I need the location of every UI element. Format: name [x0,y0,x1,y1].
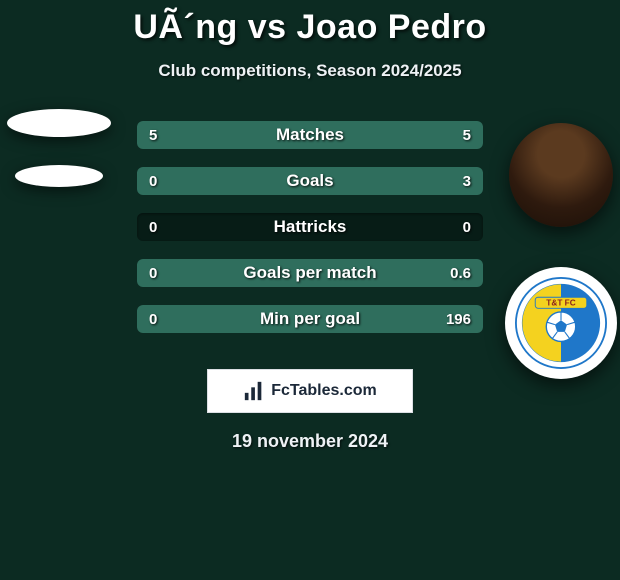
footer-logo-card: FcTables.com [207,369,413,413]
footer-logo-text: FcTables.com [271,382,377,400]
stat-left-value: 0 [149,213,157,241]
stat-left-value: 0 [149,305,157,333]
stat-bar-track: Goals per match0 0.6 [137,259,483,287]
stat-label: Goals per match [137,259,483,287]
left-player-avatar-placeholder [7,109,111,137]
comparison-card: UÃ´ng vs Joao Pedro Club competitions, S… [0,0,620,580]
stat-right-value: 0 [463,213,471,241]
stat-bar-track: Min per goal0 196 [137,305,483,333]
stat-right-value: 3 [463,167,471,195]
stat-row-goals: Goals0 3 [137,167,483,195]
right-player-avatar [509,123,613,227]
page-title: UÃ´ng vs Joao Pedro [0,0,620,47]
crest-badge-text: T&T FC [546,299,575,308]
crest-icon: T&T FC [515,277,607,369]
stat-bar-track: Goals0 3 [137,167,483,195]
stat-row-goals-per-match: Goals per match0 0.6 [137,259,483,287]
stat-bars: Matches55Goals03Hattricks00Goals per mat… [137,121,483,333]
right-player-column: T&T FC [506,109,616,379]
subtitle: Club competitions, Season 2024/2025 [0,61,620,81]
stat-left-value: 0 [149,167,157,195]
left-team-crest-placeholder [15,165,103,187]
stat-left-value: 0 [149,259,157,287]
stat-row-matches: Matches5 5 [137,121,483,149]
stat-label: Hattricks [137,213,483,241]
stat-row-hattricks: Hattricks0 0 [137,213,483,241]
stat-label: Min per goal [137,305,483,333]
stats-stage: T&T FC Matches55Goals03Hattricks00Goals … [0,121,620,333]
stat-right-value: 0.6 [450,259,471,287]
stat-right-value: 196 [446,305,471,333]
stat-row-min-per-goal: Min per goal0 196 [137,305,483,333]
stat-label: Goals [137,167,483,195]
footer-date: 19 november 2024 [0,431,620,452]
stat-bar-track: Hattricks0 0 [137,213,483,241]
stat-right-value: 5 [463,121,471,149]
stat-label: Matches [137,121,483,149]
right-team-crest: T&T FC [505,267,617,379]
stat-bar-track: Matches5 5 [137,121,483,149]
left-player-column [4,109,114,187]
stat-left-value: 5 [149,121,157,149]
bar-chart-icon [243,380,265,402]
